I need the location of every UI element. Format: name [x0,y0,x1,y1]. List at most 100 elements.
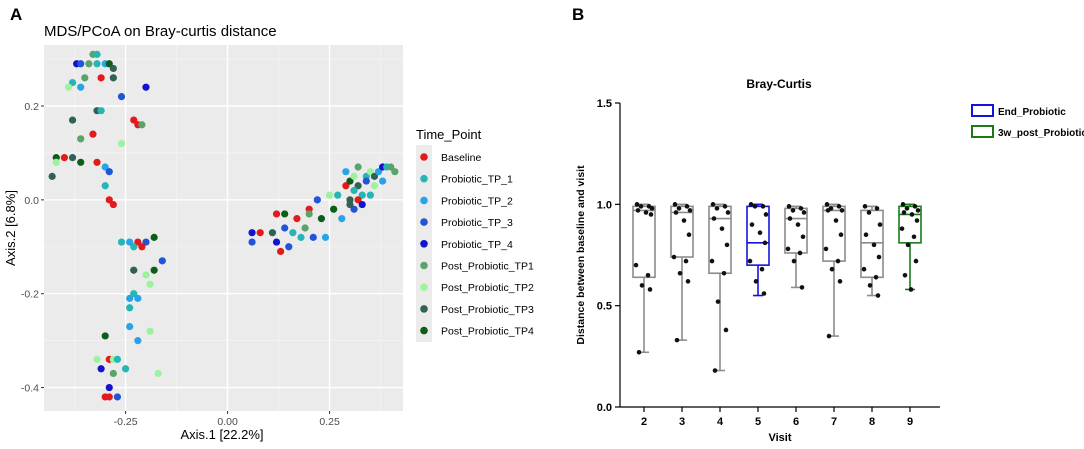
pcoa-point [350,172,358,180]
box-data-point [798,206,804,211]
box-data-point [724,242,730,248]
pcoa-point [150,266,158,274]
pcoa-point [277,247,285,256]
pcoa-point [121,365,130,373]
pcoa-point [85,60,93,68]
pcoa-point [130,116,138,124]
box-iqr [746,205,770,266]
box-data-point [709,258,715,264]
boxplot-x-tick-label: 4 [717,416,724,428]
box-data-point [723,327,729,333]
box-data-point [801,210,807,215]
box-data-point [799,285,805,290]
box-data-point [635,208,641,213]
box-data-point [681,218,687,223]
pcoa-point [346,200,354,209]
pcoa-point [130,266,138,274]
box-data-point [714,206,720,211]
boxplot-y-tick-label: 1.5 [597,98,612,110]
pcoa-point [321,233,330,241]
box-data-point [833,218,839,223]
pcoa-point [248,238,256,246]
box-visit-8 [860,204,884,298]
box-data-point [747,258,753,264]
pcoa-point [97,365,105,373]
pcoa-point [350,205,358,213]
box-data-point [674,337,680,343]
pcoa-point [297,233,305,241]
box-data-point [725,210,731,215]
pcoa-points [48,50,399,401]
pcoa-x-axis-label: Axis.1 [22.2%] [180,427,263,442]
boxplot-legend-label: End_Probiotic [998,107,1066,118]
pcoa-point [281,224,289,232]
box-visit-5 [746,202,770,297]
box-data-point [685,279,691,284]
pcoa-point [138,243,146,251]
pcoa-point [142,238,150,246]
pcoa-point [268,229,277,237]
box-data-point [719,226,725,231]
box-data-point [639,283,645,288]
pcoa-point [77,83,85,91]
boxplot-legend-label: 3w_post_Probiotic [998,128,1084,139]
pcoa-point [48,172,56,180]
boxplot-y-tick-label: 0.0 [597,402,612,414]
box-data-point [686,232,692,238]
pcoa-point [134,238,142,246]
boxplot-legend: End_Probiotic 3w_post_Probiotic [971,104,1084,139]
boxplot-x-ticks: 2 3 4 5 6 7 8 9 [641,407,913,428]
box-data-point [861,266,867,272]
box-data-point [904,206,910,211]
box-data-point [672,202,678,207]
box-iqr [822,205,846,262]
pcoa-point [281,210,289,218]
pcoa-point [109,74,117,82]
box-data-point [787,216,793,221]
pcoa-point [105,168,113,176]
pcoa-point [370,172,379,180]
pcoa-point [93,355,101,363]
pcoa-point [93,158,101,166]
pcoa-legend-label: Probiotic_TP_3 [441,217,513,229]
box-iqr [708,205,732,275]
box-data-point [648,212,654,217]
pcoa-point [354,182,362,190]
box-data-point [839,208,845,213]
pcoa-point [113,355,122,363]
pcoa-point [60,154,68,162]
pcoa-point [309,233,317,241]
pcoa-x-tick-label: 0.00 [217,416,238,428]
box-data-point [687,208,693,213]
pcoa-point [354,163,362,171]
box-data-point [900,202,906,207]
pcoa-legend-swatch [420,326,428,335]
pcoa-y-tick-label: -0.4 [21,383,39,395]
pcoa-point [325,191,334,199]
pcoa-point [126,294,134,302]
pcoa-point [350,186,358,195]
pcoa-point [77,135,85,143]
pcoa-legend-title: Time_Point [416,127,482,142]
box-data-point [863,232,869,238]
pcoa-legend-label: Baseline [441,152,481,164]
box-data-point [908,287,914,292]
box-data-point [800,234,806,240]
pcoa-point [146,280,154,288]
pcoa-point [101,182,109,190]
box-data-point [914,218,920,223]
pcoa-point [391,168,399,176]
box-data-point [899,226,905,231]
pcoa-point [272,210,281,218]
box-iqr [898,205,922,244]
boxplot-x-axis-label: Visit [768,432,791,444]
box-data-point [712,368,718,373]
box-data-point [909,212,915,217]
box-data-point [649,206,655,211]
box-data-point [748,202,754,207]
box-data-point [877,222,883,227]
pcoa-legend-swatch [420,153,428,161]
pcoa-point [358,191,366,199]
pcoa-point [158,257,166,265]
